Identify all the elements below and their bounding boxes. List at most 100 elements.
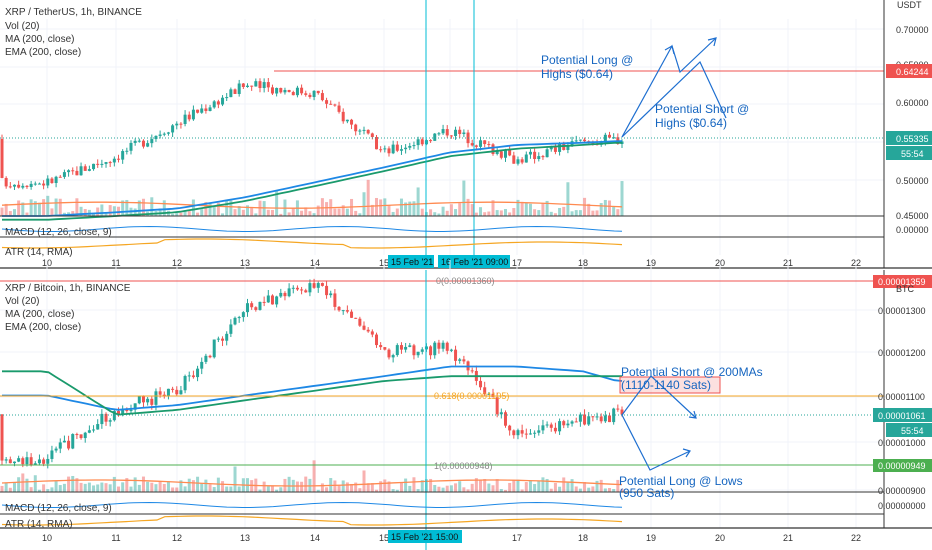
volume-bar — [541, 203, 545, 216]
volume-bar — [487, 483, 491, 492]
volume-bar — [166, 481, 170, 492]
bottom-countdown-text: 55:54 — [901, 426, 924, 436]
candle-body — [33, 183, 37, 185]
candle-body — [179, 123, 183, 125]
top-macd-label: MACD (12, 26, close, 9) — [5, 227, 112, 238]
candle-body — [200, 361, 204, 369]
volume-bar — [458, 203, 462, 216]
volume-bar — [300, 210, 304, 216]
date-tick-label: 22 — [851, 533, 861, 543]
candle-body — [233, 89, 237, 94]
volume-bar — [437, 213, 441, 216]
volume-bar — [387, 481, 391, 492]
volume-bar — [454, 483, 458, 492]
candle-body — [545, 149, 549, 158]
candle-body — [558, 421, 562, 432]
candle-body — [71, 170, 75, 172]
ma-200-line — [2, 140, 623, 217]
candle-body — [154, 135, 158, 140]
volume-bar — [383, 198, 387, 216]
volume-bar — [229, 486, 233, 492]
candle-body — [391, 355, 395, 358]
volume-bar — [33, 201, 37, 216]
candle-body — [179, 390, 183, 395]
volume-bar — [100, 482, 104, 492]
candle-body — [162, 133, 166, 135]
volume-bar — [574, 210, 578, 216]
volume-bar — [87, 482, 91, 492]
candle-body — [191, 109, 195, 120]
candle-body — [383, 347, 387, 350]
candle-body — [420, 349, 424, 352]
candle-body — [21, 185, 25, 188]
volume-bar — [233, 209, 237, 216]
volume-bar — [570, 479, 574, 492]
volume-bar — [616, 479, 620, 492]
candle-body — [578, 414, 582, 422]
candle-body — [279, 87, 283, 93]
candle-body — [508, 425, 512, 431]
volume-bar — [121, 482, 125, 492]
candle-body — [503, 412, 507, 426]
volume-bar — [512, 208, 516, 216]
top-tick-5: 0.45000 — [896, 211, 929, 221]
candle-body — [458, 129, 462, 135]
volume-bar — [279, 213, 283, 216]
volume-bar — [437, 486, 441, 492]
volume-bar — [46, 195, 50, 216]
volume-bar — [350, 483, 354, 492]
volume-bar — [196, 476, 200, 492]
volume-bar — [416, 489, 420, 492]
volume-bar — [487, 211, 491, 216]
volume-bar — [516, 479, 520, 492]
candle-body — [595, 416, 599, 418]
bottom-low-badge — [873, 459, 932, 472]
volume-bar — [345, 208, 349, 216]
bottom-indicator-ema: EMA (200, close) — [5, 322, 81, 333]
volume-bar — [133, 477, 137, 492]
candle-body — [454, 129, 458, 137]
volume-bar — [591, 486, 595, 492]
candle-body — [112, 410, 116, 421]
volume-bar — [516, 199, 520, 216]
volume-bar — [21, 202, 25, 216]
volume-bar — [320, 198, 324, 216]
top-price-badge — [886, 131, 932, 145]
candle-body — [308, 94, 312, 98]
candle-body — [225, 333, 229, 341]
candle-body — [591, 416, 595, 418]
volume-bar — [470, 483, 474, 492]
volume-bar — [250, 480, 254, 492]
candle-body — [83, 432, 87, 439]
top-atr-label: ATR (14, RMA) — [5, 247, 73, 258]
candle-body — [354, 317, 358, 319]
candle-body — [225, 97, 229, 99]
candle-body — [300, 289, 304, 291]
volume-bar — [341, 480, 345, 492]
volume-bar — [325, 487, 329, 492]
volume-bar — [391, 211, 395, 216]
candle-body — [229, 324, 233, 334]
candle-body — [62, 440, 66, 443]
candle-body — [100, 163, 104, 165]
bottom-short-note-2: (1110-1140 Sats) — [621, 378, 711, 392]
candle-body — [370, 133, 374, 137]
volume-bar — [379, 481, 383, 492]
top-cursor-label-1 — [388, 255, 434, 268]
candle-body — [512, 155, 516, 164]
top-level-badge — [886, 64, 932, 78]
volume-bar — [578, 488, 582, 492]
volume-bar — [83, 209, 87, 216]
volume-bar — [354, 482, 358, 492]
candle-body — [8, 186, 12, 188]
candle-body — [495, 151, 499, 155]
top-macd-line — [1, 225, 623, 232]
candle-body — [146, 398, 150, 403]
ema-200-line — [2, 141, 623, 221]
volume-bar — [362, 192, 366, 216]
candle-body — [462, 359, 466, 362]
candle-body — [129, 142, 133, 151]
candle-body — [441, 342, 445, 349]
volume-bar — [528, 480, 532, 492]
